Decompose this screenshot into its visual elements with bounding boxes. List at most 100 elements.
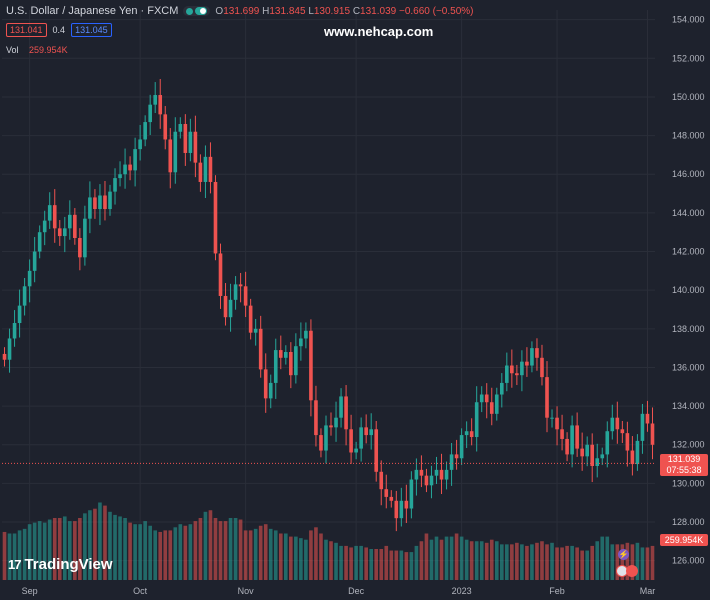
candle-body xyxy=(248,305,253,333)
candle-body xyxy=(555,417,559,430)
y-tick-label: 154.000 xyxy=(672,15,705,25)
candle-body xyxy=(118,174,122,179)
volume-bar xyxy=(223,521,228,580)
volume-bar xyxy=(580,550,584,580)
volume-bar xyxy=(78,518,82,580)
candle-body xyxy=(228,299,233,318)
candle-body xyxy=(309,330,313,401)
candle-body xyxy=(515,373,519,376)
volume-bar xyxy=(525,545,529,580)
candle-body xyxy=(133,149,137,171)
candle-body xyxy=(344,396,348,430)
candle-body xyxy=(384,489,389,497)
candle-body xyxy=(263,369,268,399)
time-axis: SepOctNovDec2023FebMarApr xyxy=(22,586,656,596)
volume-bar xyxy=(32,522,37,580)
candle-body xyxy=(575,425,579,449)
candle-body xyxy=(319,435,323,451)
candle-body xyxy=(394,500,399,519)
symbol-title[interactable]: U.S. Dollar / Japanese Yen · FXCM xyxy=(6,5,179,17)
tradingview-logo[interactable]: 17 TradingView xyxy=(8,556,113,573)
candle-body xyxy=(198,162,203,182)
volume-bar xyxy=(42,522,47,580)
candle-body xyxy=(47,205,52,221)
volume-bar xyxy=(138,524,142,580)
volume-bar xyxy=(2,531,7,580)
candle-body xyxy=(334,417,338,428)
volume-bar xyxy=(289,536,293,580)
candle-body xyxy=(595,458,600,466)
ohlc-open: 131.699 xyxy=(223,5,260,17)
volume-bar xyxy=(263,524,268,580)
volume-bar xyxy=(630,544,635,580)
buy-button[interactable]: 131.045 xyxy=(71,23,112,37)
volume-legend[interactable]: Vol 259.954K xyxy=(6,45,68,55)
candle-body xyxy=(530,348,534,366)
candle-body xyxy=(143,122,147,140)
volume-bar xyxy=(198,518,203,580)
candle-body xyxy=(299,338,303,347)
candle-body xyxy=(535,348,539,358)
volume-bar xyxy=(354,545,358,580)
candle-body xyxy=(193,131,198,163)
candle-body xyxy=(163,114,168,140)
volume-bar xyxy=(394,550,399,580)
volume-bar xyxy=(27,524,32,580)
volume-bar xyxy=(243,530,248,580)
x-tick-label: Dec xyxy=(348,586,365,596)
candle-body xyxy=(615,417,620,430)
candle-body xyxy=(630,450,635,465)
price-axis: 126.000 128.000 130.000 132.000 134.000 136.0… xyxy=(672,15,705,566)
candle-body xyxy=(98,195,102,210)
volume-bar xyxy=(650,545,655,580)
candle-body xyxy=(218,253,223,296)
volume-bar xyxy=(233,518,238,580)
volume-bar xyxy=(319,533,323,580)
candle-body xyxy=(243,286,248,306)
bar-countdown: 07:55:38 xyxy=(666,465,702,475)
event-flag-jp-icon[interactable] xyxy=(626,565,638,577)
sell-button[interactable]: 131.041 xyxy=(6,23,47,37)
market-status[interactable] xyxy=(183,6,211,16)
volume-bar xyxy=(68,521,72,580)
event-lightning-icon[interactable]: ⚡ xyxy=(618,549,629,560)
watermark-text: www.nehcap.com xyxy=(324,24,434,39)
volume-bar xyxy=(474,541,479,580)
volume-bar xyxy=(550,542,554,580)
volume-bar xyxy=(545,544,549,580)
candle-body xyxy=(32,251,37,271)
candle-body xyxy=(389,496,394,501)
volume-bar xyxy=(7,533,12,580)
y-tick-label: 140.000 xyxy=(672,285,705,295)
candle-body xyxy=(178,124,183,132)
ohlc-low: 130.915 xyxy=(313,5,351,17)
candle-body xyxy=(505,365,509,383)
market-open-dot-icon xyxy=(186,7,194,15)
candle-body xyxy=(600,454,605,459)
candle-body xyxy=(454,454,459,459)
candle-body xyxy=(128,164,132,171)
candle-body xyxy=(173,131,178,173)
visibility-toggle-icon[interactable] xyxy=(195,7,208,15)
volume-bar xyxy=(52,518,57,580)
volume-bar xyxy=(414,545,419,580)
y-tick-label: 144.000 xyxy=(672,208,705,218)
y-tick-label: 132.000 xyxy=(672,440,705,450)
volume-bar xyxy=(404,552,409,580)
candle-body xyxy=(304,330,308,339)
candle-body xyxy=(253,328,258,333)
candle-body xyxy=(113,178,117,192)
candle-body xyxy=(464,431,469,436)
candle-body xyxy=(2,353,7,360)
candle-body xyxy=(168,139,173,173)
x-tick-label: Feb xyxy=(549,586,565,596)
candle-body xyxy=(153,95,158,105)
volume-bar xyxy=(193,521,198,580)
candle-body xyxy=(439,469,444,480)
volume-bar xyxy=(439,539,444,580)
candle-body xyxy=(314,400,318,436)
candle-body xyxy=(525,361,529,366)
volume-bar xyxy=(469,541,474,580)
volume-bar xyxy=(505,544,509,580)
